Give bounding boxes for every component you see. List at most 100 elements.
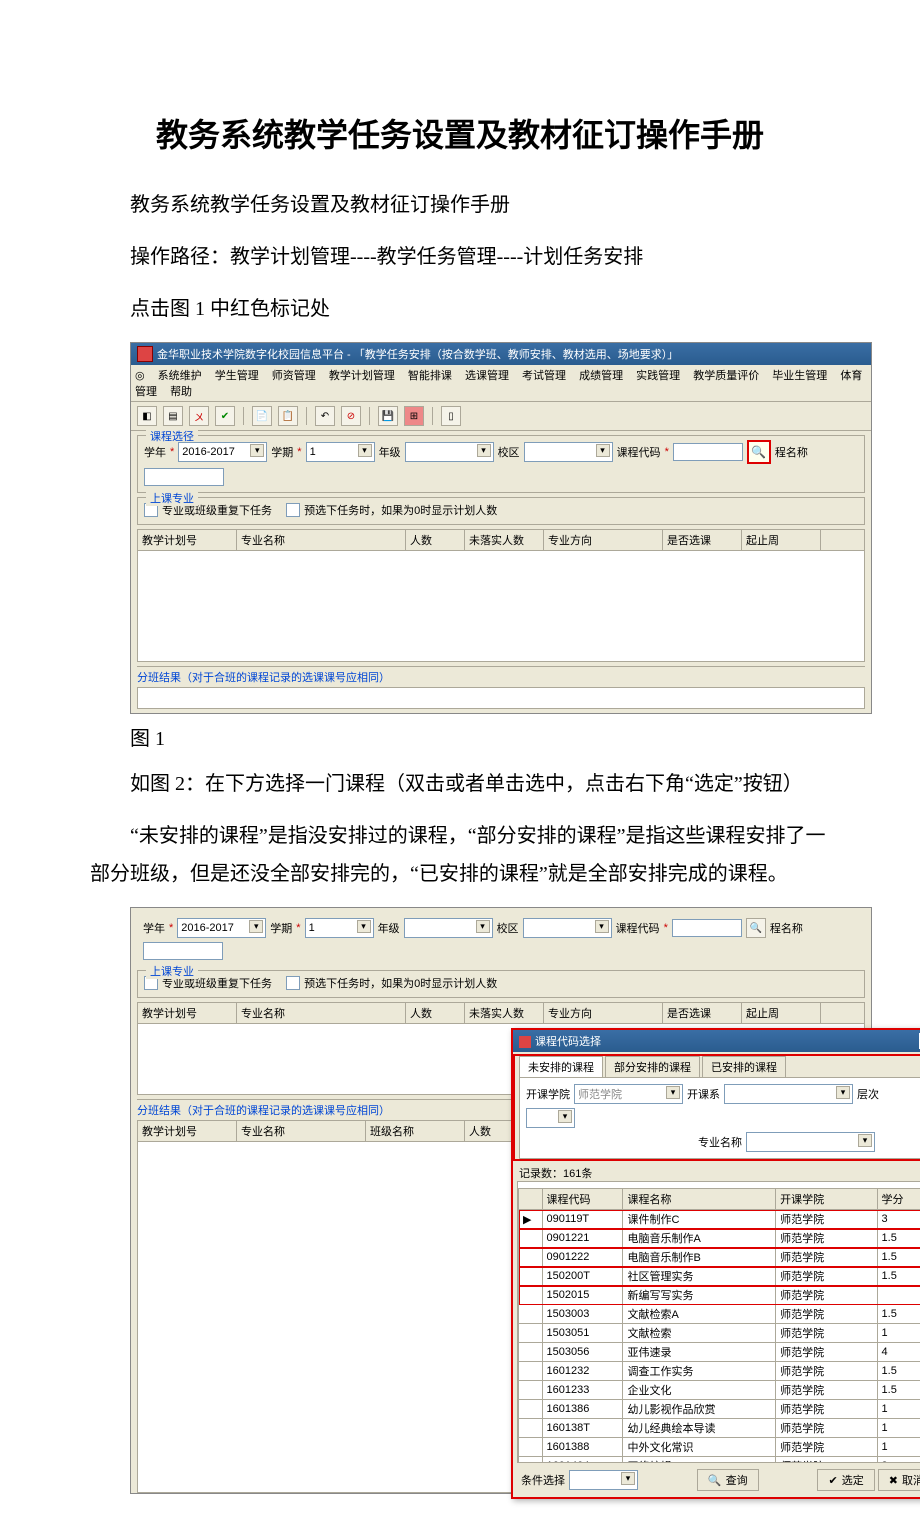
select-level[interactable] <box>526 1108 575 1128</box>
toolbar-icon[interactable]: ✔ <box>215 406 235 426</box>
table-row[interactable]: 1503003文献检索A师范学院1.5 <box>519 1305 920 1324</box>
table-row[interactable]: 1601233企业文化师范学院1.5 <box>519 1381 920 1400</box>
menu-item[interactable]: 毕业生管理 <box>772 370 827 382</box>
menu-item[interactable]: 教学计划管理 <box>329 370 395 382</box>
col-header: 教学计划号 <box>138 1121 237 1141</box>
label-term: 学期 <box>271 444 293 460</box>
table-row[interactable]: 1601388中外文化常识师范学院1 <box>519 1438 920 1457</box>
toolbar-icon[interactable]: ▤ <box>163 406 183 426</box>
table-row[interactable]: 160138T幼儿经典绘本导读师范学院1 <box>519 1419 920 1438</box>
grid-body[interactable] <box>138 551 864 661</box>
menu-item[interactable]: 师资管理 <box>272 370 316 382</box>
select-term[interactable]: 1 <box>306 442 375 462</box>
paragraph-5: “未安排的课程”是指没安排过的课程，“部分安排的课程”是指这些课程安排了一部分班… <box>90 817 830 893</box>
menu-item[interactable]: 选课管理 <box>465 370 509 382</box>
col-header: 人数 <box>406 1003 465 1023</box>
table-row[interactable]: 1503056亚伟速录师范学院4 <box>519 1343 920 1362</box>
dialog-title: 课程代码选择 <box>535 1036 601 1048</box>
col-header: 班级名称 <box>366 1121 465 1141</box>
toolbar-icon[interactable]: 〤 <box>189 406 209 426</box>
label-level: 层次 <box>857 1086 879 1102</box>
menu-item[interactable]: 实践管理 <box>636 370 680 382</box>
menubar: ◎ 系统维护 学生管理 师资管理 教学计划管理 智能排课 选课管理 考试管理 成… <box>131 365 871 402</box>
table-row[interactable]: 150200T社区管理实务师范学院1.5 <box>519 1267 920 1286</box>
select-dept[interactable]: 师范学院 <box>574 1084 683 1104</box>
col-header: 教学计划号 <box>138 1003 237 1023</box>
col-header: 专业方向 <box>544 1003 663 1023</box>
input-course-name[interactable] <box>144 468 224 486</box>
select-condition[interactable] <box>569 1470 638 1490</box>
label-year: 学年 <box>144 444 166 460</box>
select-grade[interactable] <box>404 918 493 938</box>
select-faculty[interactable] <box>724 1084 853 1104</box>
tab-partial[interactable]: 部分安排的课程 <box>605 1056 700 1077</box>
screenshot-2: 学年* 2016-2017 学期* 1 年级 校区 课程代码* 🔍 程名称 上课… <box>130 907 872 1494</box>
toolbar-icon[interactable]: ◧ <box>137 406 157 426</box>
footer-note: 分班结果（对于合班的课程记录的选课课号应相同） <box>137 666 865 685</box>
label-course-name: 程名称 <box>770 920 803 936</box>
group-legend: 上课专业 <box>146 490 198 506</box>
toolbar-icon[interactable]: ↶ <box>315 406 335 426</box>
table-row[interactable]: ▶090119T课件制作C师范学院3 <box>519 1210 920 1229</box>
table-row[interactable]: 0901222电脑音乐制作B师范学院1.5 <box>519 1248 920 1267</box>
query-button[interactable]: 🔍 查询 <box>697 1469 759 1491</box>
checkbox-label: 预选下任务时，如果为0时显示计划人数 <box>304 502 497 518</box>
table-row[interactable]: 0901221电脑音乐制作A师范学院1.5 <box>519 1229 920 1248</box>
menu-item[interactable]: 智能排课 <box>408 370 452 382</box>
input-course-name[interactable] <box>143 942 223 960</box>
required-star: * <box>170 446 174 458</box>
toolbar-icon[interactable]: ⊘ <box>341 406 361 426</box>
input-course-code[interactable] <box>673 443 743 461</box>
paragraph-1: 教务系统教学任务设置及教材征订操作手册 <box>90 186 830 224</box>
menu-item[interactable]: 教学质量评价 <box>693 370 759 382</box>
paragraph-4: 如图 2：在下方选择一门课程（双击或者单击选中，点击右下角“选定”按钮） <box>90 765 830 803</box>
select-year[interactable]: 2016-2017 <box>178 442 267 462</box>
label-grade: 年级 <box>379 444 401 460</box>
ok-button[interactable]: ✔ 选定 <box>817 1469 874 1491</box>
menu-item[interactable]: 帮助 <box>170 386 192 398</box>
cancel-button[interactable]: ✖ 取消 <box>878 1469 920 1491</box>
search-icon[interactable]: 🔍 <box>746 918 766 938</box>
page-title: 教务系统教学任务设置及教材征订操作手册 <box>90 110 830 156</box>
col-header: 是否选课 <box>663 1003 742 1023</box>
toolbar: ◧ ▤ 〤 ✔ 📄 📋 ↶ ⊘ 💾 ⊞ ▯ <box>131 402 871 431</box>
group-class: 上课专业 专业或班级重复下任务 预选下任务时，如果为0时显示计划人数 <box>137 970 865 998</box>
toolbar-icon[interactable]: 📋 <box>278 406 298 426</box>
menu-item[interactable]: 系统维护 <box>158 370 202 382</box>
menu-item[interactable]: 学生管理 <box>215 370 259 382</box>
select-campus[interactable] <box>524 442 613 462</box>
grid-classes: 教学计划号 专业名称 人数 未落实人数 专业方向 是否选课 起止周 <box>137 529 865 662</box>
select-year[interactable]: 2016-2017 <box>177 918 266 938</box>
col-header: 未落实人数 <box>465 1003 544 1023</box>
table-row[interactable]: 1503051文献检索师范学院1 <box>519 1324 920 1343</box>
select-campus[interactable] <box>523 918 612 938</box>
select-grade[interactable] <box>405 442 494 462</box>
select-spec[interactable] <box>746 1132 875 1152</box>
toolbar-icon[interactable]: 💾 <box>378 406 398 426</box>
tab-unassigned[interactable]: 未安排的课程 <box>519 1056 603 1077</box>
col-header: 起止周 <box>742 530 821 550</box>
checkbox-show-plan[interactable] <box>286 976 300 990</box>
paragraph-3: 点击图 1 中红色标记处 <box>90 290 830 328</box>
toolbar-icon[interactable]: ▯ <box>441 406 461 426</box>
label-campus: 校区 <box>498 444 520 460</box>
table-row[interactable]: 1601386幼儿影视作品欣赏师范学院1 <box>519 1400 920 1419</box>
label-course-code: 课程代码 <box>617 444 661 460</box>
group-class: 上课专业 专业或班级重复下任务 预选下任务时，如果为0时显示计划人数 <box>137 497 865 525</box>
label-course-code: 课程代码 <box>616 920 660 936</box>
checkbox-show-plan[interactable] <box>286 503 300 517</box>
col-header: 人数 <box>406 530 465 550</box>
col-header: 学分 <box>877 1189 920 1210</box>
toolbar-icon[interactable]: ⊞ <box>404 406 424 426</box>
toolbar-icon[interactable]: 📄 <box>252 406 272 426</box>
search-button[interactable]: 🔍 <box>747 440 771 464</box>
label-condition: 条件选择 <box>521 1472 565 1488</box>
label-course-name: 程名称 <box>775 444 808 460</box>
tab-assigned[interactable]: 已安排的课程 <box>702 1056 786 1077</box>
select-term[interactable]: 1 <box>305 918 374 938</box>
menu-item[interactable]: 成绩管理 <box>579 370 623 382</box>
menu-item[interactable]: 考试管理 <box>522 370 566 382</box>
col-header: 未落实人数 <box>465 530 544 550</box>
table-row[interactable]: 1601232调查工作实务师范学院1.5 <box>519 1362 920 1381</box>
input-course-code[interactable] <box>672 919 742 937</box>
